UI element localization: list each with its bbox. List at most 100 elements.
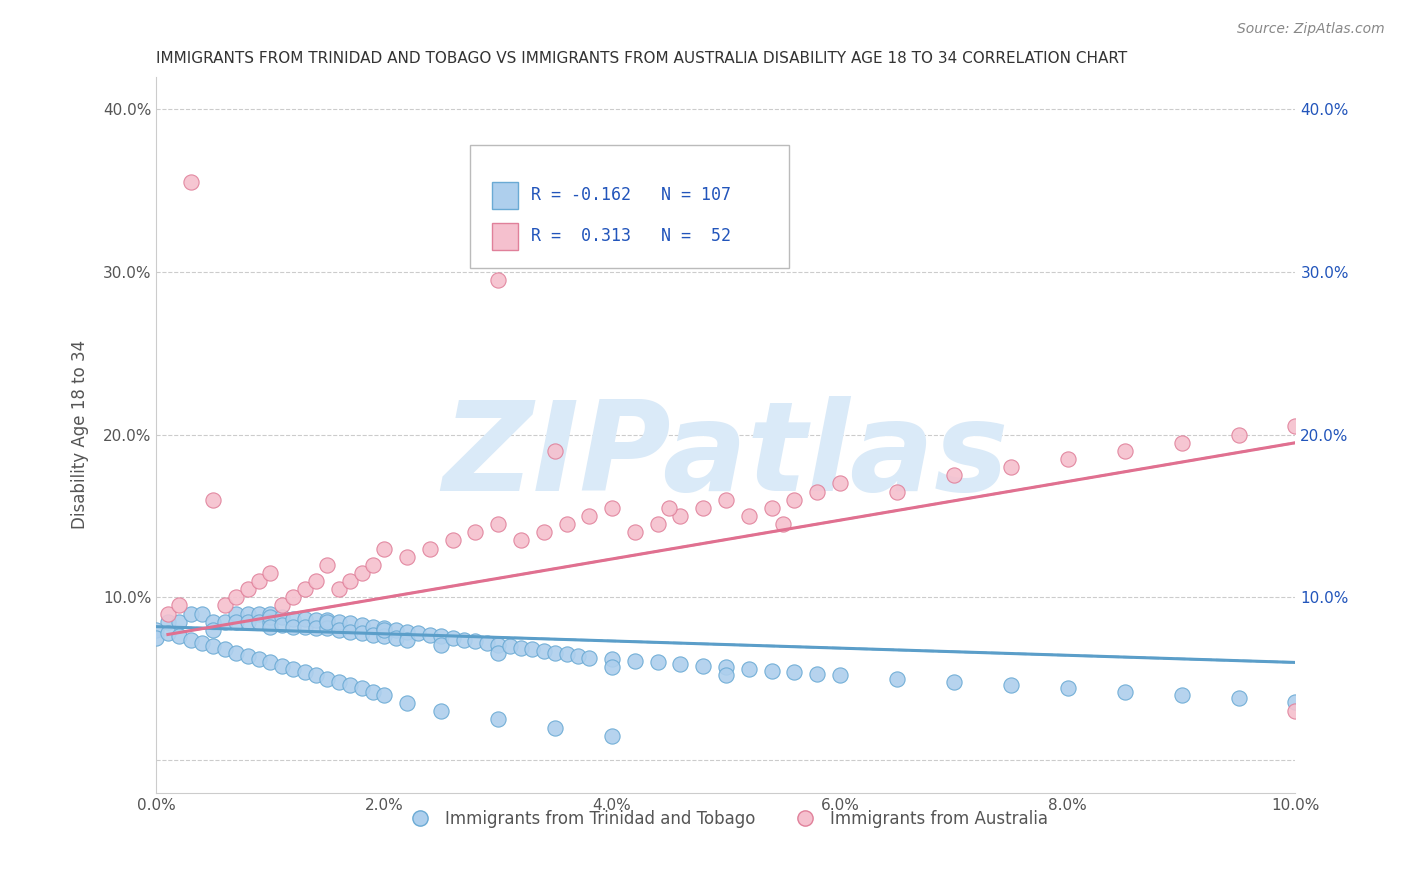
Point xyxy=(373,629,395,643)
Point xyxy=(305,668,328,682)
Bar xyxy=(492,182,517,209)
Point xyxy=(180,632,202,647)
Point xyxy=(339,678,361,692)
Point xyxy=(361,628,384,642)
Point xyxy=(396,549,419,564)
Point xyxy=(441,533,464,548)
Point xyxy=(942,468,965,483)
Bar xyxy=(492,223,517,250)
Point xyxy=(1000,678,1022,692)
Point xyxy=(339,616,361,631)
Point xyxy=(498,639,520,653)
Point xyxy=(396,632,419,647)
Point xyxy=(283,662,305,676)
Point xyxy=(1114,685,1136,699)
Point xyxy=(453,632,475,647)
Point xyxy=(600,500,623,515)
Point xyxy=(396,624,419,639)
Point xyxy=(202,492,225,507)
Point xyxy=(828,668,851,682)
Point xyxy=(169,629,191,643)
Point xyxy=(191,636,214,650)
Point xyxy=(578,650,600,665)
Point xyxy=(486,517,509,532)
Point xyxy=(156,626,179,640)
Point xyxy=(486,638,509,652)
Point xyxy=(419,541,441,556)
Point xyxy=(247,607,270,621)
Point xyxy=(384,623,406,637)
Point xyxy=(283,611,305,625)
Point xyxy=(430,629,453,643)
Point xyxy=(214,642,236,657)
Point xyxy=(738,662,761,676)
Point xyxy=(180,607,202,621)
Point xyxy=(555,517,578,532)
Point xyxy=(714,660,737,674)
Point xyxy=(373,623,395,637)
Point xyxy=(316,672,339,686)
Point xyxy=(384,631,406,645)
Point xyxy=(145,623,167,637)
Point xyxy=(1056,681,1078,696)
Point xyxy=(259,607,281,621)
Point xyxy=(305,613,328,627)
Point xyxy=(510,640,533,655)
Point xyxy=(669,508,692,523)
Point xyxy=(259,610,281,624)
Point xyxy=(191,607,214,621)
Point xyxy=(578,508,600,523)
Point xyxy=(373,541,395,556)
Point xyxy=(328,623,350,637)
Point xyxy=(738,508,761,523)
Point xyxy=(1227,427,1250,442)
Point xyxy=(361,620,384,634)
FancyBboxPatch shape xyxy=(470,145,789,268)
Point xyxy=(886,484,908,499)
Point xyxy=(236,615,259,629)
Point xyxy=(214,615,236,629)
Point xyxy=(806,666,828,681)
Text: R =  0.313   N =  52: R = 0.313 N = 52 xyxy=(531,227,731,245)
Point xyxy=(806,484,828,499)
Point xyxy=(350,618,373,632)
Point xyxy=(259,566,281,580)
Point xyxy=(1170,688,1192,702)
Point xyxy=(783,665,806,680)
Text: R = -0.162   N = 107: R = -0.162 N = 107 xyxy=(531,186,731,204)
Point xyxy=(145,631,167,645)
Text: IMMIGRANTS FROM TRINIDAD AND TOBAGO VS IMMIGRANTS FROM AUSTRALIA DISABILITY AGE : IMMIGRANTS FROM TRINIDAD AND TOBAGO VS I… xyxy=(156,51,1128,66)
Point xyxy=(361,558,384,572)
Point xyxy=(294,665,316,680)
Point xyxy=(1284,704,1306,718)
Point xyxy=(283,591,305,605)
Point xyxy=(247,652,270,666)
Point xyxy=(783,492,806,507)
Point xyxy=(225,646,247,660)
Point xyxy=(464,634,486,648)
Point xyxy=(328,675,350,690)
Point xyxy=(600,660,623,674)
Point xyxy=(270,658,292,673)
Point xyxy=(555,648,578,662)
Point xyxy=(486,646,509,660)
Point xyxy=(475,636,498,650)
Point xyxy=(772,517,794,532)
Point xyxy=(486,273,509,287)
Point xyxy=(533,525,555,540)
Point xyxy=(942,675,965,690)
Point xyxy=(225,607,247,621)
Point xyxy=(624,525,647,540)
Point xyxy=(305,574,328,588)
Point xyxy=(247,615,270,629)
Point xyxy=(247,574,270,588)
Point xyxy=(1284,694,1306,708)
Point xyxy=(1114,443,1136,458)
Point xyxy=(373,621,395,635)
Point xyxy=(1000,460,1022,475)
Point xyxy=(430,638,453,652)
Point xyxy=(441,631,464,645)
Point xyxy=(464,525,486,540)
Point xyxy=(692,500,714,515)
Point xyxy=(419,628,441,642)
